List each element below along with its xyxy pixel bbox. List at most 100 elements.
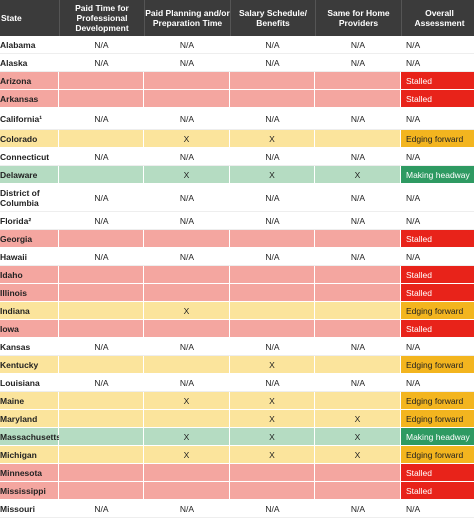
- professional-development-cell: [59, 482, 144, 500]
- planning-time-cell: X: [144, 392, 230, 410]
- home-providers-cell: N/A: [350, 39, 366, 50]
- table-row: Idaho Stalled: [0, 266, 474, 284]
- home-providers-cell: X: [315, 428, 401, 446]
- salary-benefits-cell: [230, 230, 315, 248]
- professional-development-cell: [59, 166, 144, 184]
- professional-development-cell: N/A: [94, 503, 109, 514]
- salary-benefits-cell: [230, 482, 315, 500]
- state-cell: Kentucky: [0, 356, 59, 374]
- state-cell: Maine: [0, 392, 59, 410]
- professional-development-cell: [59, 130, 144, 148]
- planning-time-cell: [144, 320, 230, 338]
- planning-time-cell: [144, 464, 230, 482]
- planning-time-cell: N/A: [179, 215, 195, 226]
- table-row: Indiana X Edging forward: [0, 302, 474, 320]
- table-row: Kansas N/A N/A N/A N/A N/A: [0, 338, 474, 356]
- professional-development-cell: [59, 266, 144, 284]
- planning-time-cell: N/A: [179, 503, 195, 514]
- salary-benefits-cell: N/A: [265, 113, 280, 124]
- professional-development-cell: [59, 302, 144, 320]
- table-row: Illinois Stalled: [0, 284, 474, 302]
- home-providers-cell: X: [315, 410, 401, 428]
- overall-assessment-cell: Making headway: [401, 428, 474, 446]
- professional-development-cell: [59, 428, 144, 446]
- overall-assessment-cell: Edging forward: [401, 446, 474, 464]
- state-cell: California¹: [0, 113, 43, 124]
- state-cell: Minnesota: [0, 464, 59, 482]
- home-providers-cell: [315, 464, 401, 482]
- planning-time-cell: [144, 72, 230, 90]
- professional-development-cell: N/A: [94, 151, 109, 162]
- overall-assessment-cell: N/A: [406, 251, 421, 262]
- table-row: Maine X X Edging forward: [0, 392, 474, 410]
- overall-assessment-cell: Stalled: [401, 230, 474, 248]
- home-providers-cell: [315, 90, 401, 108]
- table-row: District of Columbia N/A N/A N/A N/A N/A: [0, 184, 474, 212]
- professional-development-cell: N/A: [94, 341, 109, 352]
- planning-time-cell: X: [144, 302, 230, 320]
- salary-benefits-cell: [230, 90, 315, 108]
- state-cell: Missouri: [0, 503, 35, 514]
- home-providers-cell: [315, 72, 401, 90]
- table-row: Arizona Stalled: [0, 72, 474, 90]
- header-state: State: [1, 13, 22, 23]
- state-cell: Mississippi: [0, 482, 59, 500]
- professional-development-cell: [59, 284, 144, 302]
- table-row: Kentucky X Edging forward: [0, 356, 474, 374]
- salary-benefits-cell: X: [230, 446, 315, 464]
- home-providers-cell: N/A: [350, 57, 366, 68]
- planning-time-cell: [144, 410, 230, 428]
- salary-benefits-cell: X: [230, 428, 315, 446]
- professional-development-cell: [59, 230, 144, 248]
- overall-assessment-cell: Stalled: [401, 90, 474, 108]
- table-row: Minnesota Stalled: [0, 464, 474, 482]
- planning-time-cell: [144, 230, 230, 248]
- salary-benefits-cell: N/A: [265, 192, 280, 203]
- home-providers-cell: N/A: [350, 341, 366, 352]
- overall-assessment-cell: Edging forward: [401, 302, 474, 320]
- salary-benefits-cell: X: [230, 166, 315, 184]
- home-providers-cell: [315, 130, 401, 148]
- state-cell: Arizona: [0, 72, 59, 90]
- professional-development-cell: [59, 410, 144, 428]
- home-providers-cell: [315, 482, 401, 500]
- state-cell: District of Columbia: [0, 187, 40, 208]
- overall-assessment-cell: Edging forward: [401, 130, 474, 148]
- overall-assessment-cell: Edging forward: [401, 392, 474, 410]
- overall-assessment-cell: Edging forward: [401, 410, 474, 428]
- salary-benefits-cell: [230, 302, 315, 320]
- state-cell: Alabama: [0, 39, 36, 50]
- table-row: California¹ N/A N/A N/A N/A N/A: [0, 108, 474, 130]
- salary-benefits-cell: [230, 284, 315, 302]
- table-row: Connecticut N/A N/A N/A N/A N/A: [0, 148, 474, 166]
- table-row: Delaware X X X Making headway: [0, 166, 474, 184]
- state-cell: Kansas: [0, 341, 31, 352]
- home-providers-cell: [315, 356, 401, 374]
- salary-benefits-cell: N/A: [265, 377, 280, 388]
- salary-benefits-cell: [230, 320, 315, 338]
- overall-assessment-cell: N/A: [406, 503, 421, 514]
- planning-time-cell: N/A: [179, 377, 195, 388]
- salary-benefits-cell: N/A: [265, 341, 280, 352]
- overall-assessment-cell: Stalled: [401, 464, 474, 482]
- overall-assessment-cell: Edging forward: [401, 356, 474, 374]
- table-row: Florida² N/A N/A N/A N/A N/A: [0, 212, 474, 230]
- state-cell: Louisiana: [0, 377, 40, 388]
- overall-assessment-cell: Stalled: [401, 284, 474, 302]
- home-providers-cell: N/A: [350, 251, 366, 262]
- overall-assessment-cell: N/A: [406, 377, 421, 388]
- planning-time-cell: X: [144, 130, 230, 148]
- state-cell: Iowa: [0, 320, 59, 338]
- planning-time-cell: X: [144, 166, 230, 184]
- professional-development-cell: N/A: [94, 215, 109, 226]
- table-row: Alabama N/A N/A N/A N/A N/A: [0, 36, 474, 54]
- planning-time-cell: N/A: [179, 251, 195, 262]
- table-row: Iowa Stalled: [0, 320, 474, 338]
- salary-benefits-cell: [230, 72, 315, 90]
- professional-development-cell: [59, 320, 144, 338]
- table-row: Georgia Stalled: [0, 230, 474, 248]
- state-cell: Illinois: [0, 284, 59, 302]
- professional-development-cell: N/A: [94, 251, 109, 262]
- overall-assessment-cell: N/A: [406, 215, 421, 226]
